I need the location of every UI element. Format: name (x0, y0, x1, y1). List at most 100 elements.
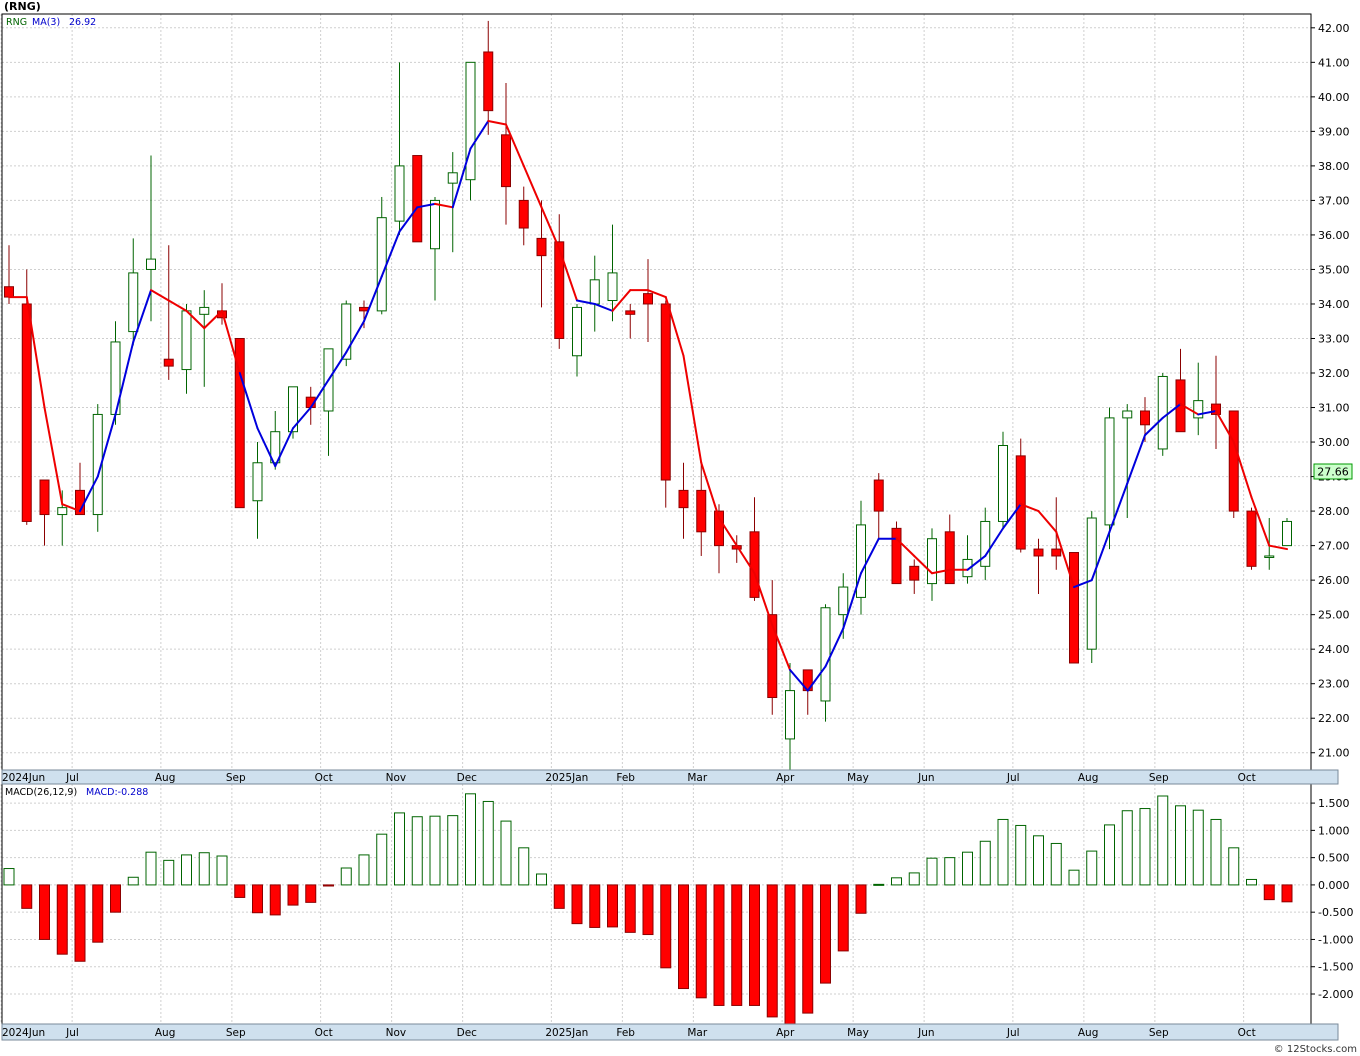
ma3-segment (576, 299, 596, 305)
ma-indicator-value: 26.92 (69, 17, 96, 28)
macd-bar (181, 854, 192, 886)
ma-indicator-label: MA(3) (32, 17, 60, 28)
candle-body (21, 303, 32, 522)
candle-body (1122, 410, 1133, 419)
price-tick-label: 26.00 (1318, 574, 1350, 587)
ma3-segment (1144, 416, 1164, 437)
macd-bar (571, 884, 583, 925)
macd-x-axis-band (1, 1023, 1339, 1041)
ma3-segment (860, 537, 880, 575)
macd-bar (234, 884, 246, 898)
macd-bar (1015, 824, 1027, 886)
ma3-segment (292, 406, 312, 430)
ma3-segment (363, 275, 383, 323)
ma3-segment (1090, 530, 1111, 582)
macd-bar (127, 876, 139, 886)
macd-x-label: Feb (616, 1027, 635, 1039)
macd-bar (323, 884, 334, 887)
candle-body (1193, 400, 1204, 419)
price-tick-label: 32.00 (1318, 367, 1350, 380)
price-x-label: May (847, 772, 869, 784)
macd-bar (678, 884, 689, 990)
ma3-segment (824, 627, 845, 668)
macd-bar (429, 815, 441, 886)
price-x-label: Jul (1006, 772, 1020, 784)
macd-x-label: Apr (776, 1027, 795, 1039)
price-x-label: Mar (687, 772, 707, 784)
candle-body (572, 306, 582, 357)
ma3-segment (451, 147, 472, 209)
macd-bar (536, 873, 547, 886)
candle-body (536, 237, 547, 257)
candle-body (1282, 520, 1292, 547)
macd-bar (713, 884, 725, 1006)
ma3-segment (1037, 510, 1058, 533)
candle-body (1264, 555, 1275, 558)
macd-bar (802, 884, 814, 1014)
ma3-segment (61, 503, 81, 513)
price-tick-label: 39.00 (1318, 125, 1350, 138)
panel-frames (1, 13, 1339, 1041)
macd-x-label: Nov (386, 1027, 407, 1039)
macd-x-label: Jul (1006, 1027, 1020, 1039)
candle-body (128, 272, 139, 333)
macd-x-label: Dec (457, 1027, 478, 1039)
candle-body (643, 293, 653, 305)
candle-body (589, 279, 600, 305)
candle-body (1140, 410, 1150, 426)
candle-body (57, 507, 68, 516)
price-tick-label: 41.00 (1318, 56, 1350, 69)
ma3-segment (1232, 441, 1253, 499)
ma3-segment (380, 230, 401, 278)
macd-bar (376, 833, 388, 886)
macd-bar (962, 851, 973, 886)
candle-body (696, 489, 707, 533)
price-tick-label: 34.00 (1318, 298, 1350, 311)
ma3-segment (1161, 403, 1182, 419)
macd-bar (1263, 884, 1275, 901)
macd-tick-label: 1.000 (1318, 824, 1350, 837)
macd-value-label: MACD:-0.288 (86, 787, 148, 798)
ma3-segment (664, 296, 685, 357)
macd-bar (1228, 847, 1240, 886)
price-x-label: Apr (776, 772, 795, 784)
ma3-segment (1108, 482, 1129, 533)
price-x-label: 2025Jan (545, 772, 588, 784)
macd-bar (1050, 842, 1062, 886)
candle-body (92, 413, 103, 516)
macd-bar (465, 793, 476, 886)
candle-body (465, 61, 476, 181)
macd-bar (731, 884, 743, 1006)
macd-bar (1033, 835, 1044, 886)
ma3-segment (789, 668, 809, 692)
candle-body (1051, 548, 1062, 557)
price-tick-label: 33.00 (1318, 332, 1350, 345)
ma3-segment (718, 517, 738, 547)
ma3-segment (238, 372, 259, 430)
macd-bar (92, 884, 104, 943)
macd-bar (3, 868, 15, 886)
macd-x-label: May (847, 1027, 869, 1039)
macd-bar (1139, 808, 1151, 886)
ma3-segment (735, 544, 756, 575)
ma3-segment (1073, 579, 1093, 589)
ma3-segment (203, 309, 223, 330)
macd-bar (1157, 795, 1169, 886)
macd-bar (837, 884, 849, 952)
ma3-segment (1197, 409, 1217, 416)
candle-body (359, 306, 369, 312)
candle-body (146, 258, 156, 270)
axis-labels: 21.00 22.00 23.00 24.00 25.00 26.00 27.00 28.00… (2, 22, 1353, 1039)
macd-bar (873, 883, 885, 886)
macd-x-label: Jun (917, 1027, 934, 1039)
ma3-segment (416, 202, 436, 209)
ma3-segment (1215, 409, 1235, 444)
ma3-segment (1019, 503, 1040, 513)
macd-bar (979, 840, 991, 886)
footer-credit: © 12Stocks.com (1274, 1044, 1357, 1055)
macd-bar (589, 884, 601, 928)
ma3-segment (114, 340, 135, 416)
candle-body (1015, 455, 1026, 550)
last-price-label: 27.66 (1317, 466, 1349, 479)
candle-body (891, 527, 902, 585)
